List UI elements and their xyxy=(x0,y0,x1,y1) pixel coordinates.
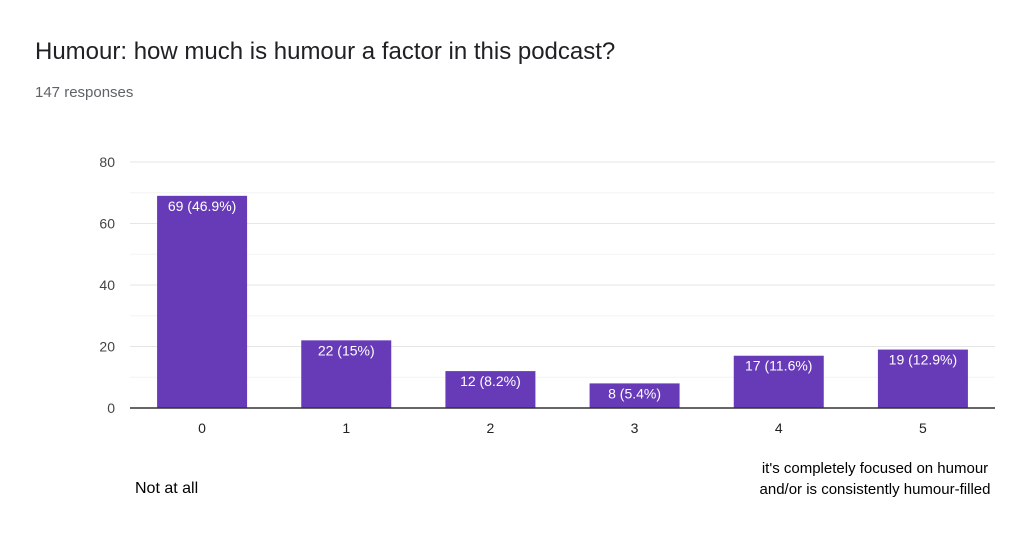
bar xyxy=(733,355,824,408)
data-label: 17 (11.6%) xyxy=(745,358,812,374)
data-label: 12 (8.2%) xyxy=(460,373,521,389)
scale-low-label: Not at all xyxy=(135,480,199,497)
scale-high-label: it's completely focused on humour and/or… xyxy=(759,460,991,498)
y-tick-label: 80 xyxy=(99,154,115,170)
bar xyxy=(877,349,968,408)
chart-title: Humour: how much is humour a factor in t… xyxy=(35,38,616,65)
data-label: 22 (15%) xyxy=(318,342,375,358)
y-tick-label: 40 xyxy=(99,277,115,293)
x-tick-label: 1 xyxy=(342,420,350,436)
data-label: 8 (5.4%) xyxy=(608,385,661,401)
data-label: 19 (12.9%) xyxy=(889,352,957,368)
y-tick-label: 0 xyxy=(107,400,115,416)
x-tick-label: 0 xyxy=(198,420,206,436)
x-tick-label: 4 xyxy=(775,420,783,436)
bar xyxy=(301,340,392,408)
x-tick-label: 5 xyxy=(919,420,927,436)
bar xyxy=(445,371,536,408)
bar xyxy=(157,195,248,408)
data-label: 69 (46.9%) xyxy=(168,198,236,214)
bar xyxy=(589,383,680,408)
x-tick-label: 3 xyxy=(631,420,639,436)
y-tick-label: 20 xyxy=(99,339,115,355)
y-tick-label: 60 xyxy=(99,216,115,232)
response-count: 147 responses xyxy=(35,84,134,101)
x-tick-label: 2 xyxy=(487,420,495,436)
